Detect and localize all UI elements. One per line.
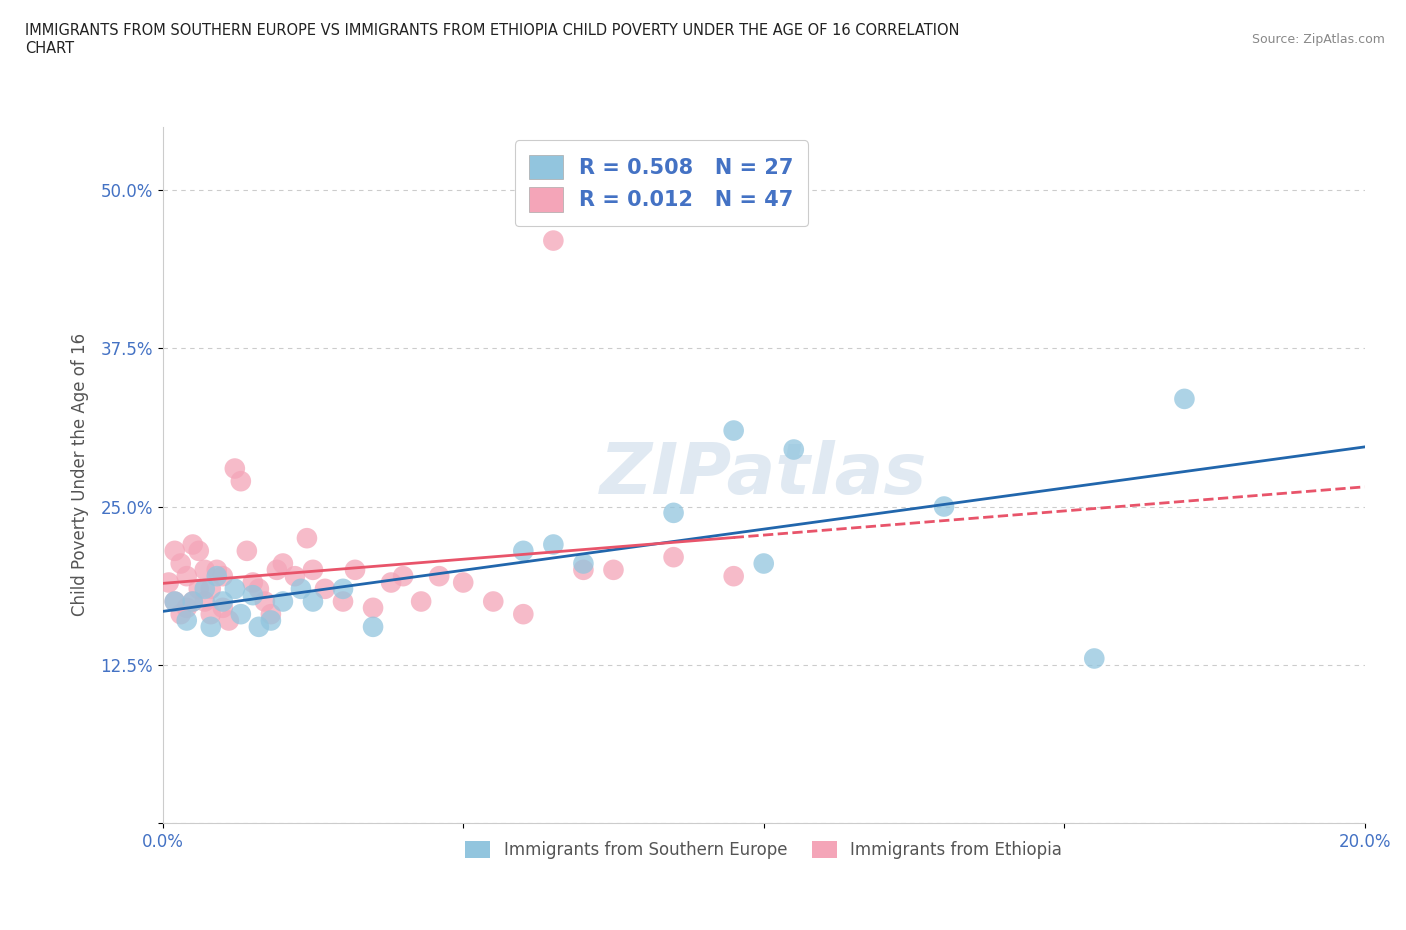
Point	[194, 594, 217, 609]
Point	[361, 601, 384, 616]
Point	[242, 575, 264, 590]
Point	[200, 581, 222, 596]
Point	[205, 569, 228, 584]
Point	[512, 543, 534, 558]
Point	[260, 613, 283, 628]
Point	[229, 606, 252, 621]
Point	[1173, 392, 1195, 406]
Point	[163, 594, 186, 609]
Point	[344, 563, 367, 578]
Point	[181, 594, 204, 609]
Point	[163, 594, 186, 609]
Point	[932, 499, 955, 514]
Point	[332, 594, 354, 609]
Y-axis label: Child Poverty Under the Age of 16: Child Poverty Under the Age of 16	[72, 333, 89, 617]
Point	[176, 569, 198, 584]
Point	[200, 619, 222, 634]
Point	[194, 581, 217, 596]
Point	[194, 563, 217, 578]
Point	[572, 556, 595, 571]
Point	[512, 606, 534, 621]
Point	[224, 581, 246, 596]
Legend: Immigrants from Southern Europe, Immigrants from Ethiopia: Immigrants from Southern Europe, Immigra…	[457, 832, 1070, 867]
Point	[572, 563, 595, 578]
Point	[187, 543, 209, 558]
Point	[170, 556, 193, 571]
Point	[411, 594, 433, 609]
Point	[247, 581, 270, 596]
Point	[451, 575, 474, 590]
Point	[543, 538, 565, 552]
Point	[361, 619, 384, 634]
Point	[295, 531, 318, 546]
Point	[211, 569, 233, 584]
Text: IMMIGRANTS FROM SOUTHERN EUROPE VS IMMIGRANTS FROM ETHIOPIA CHILD POVERTY UNDER : IMMIGRANTS FROM SOUTHERN EUROPE VS IMMIG…	[25, 23, 960, 56]
Point	[211, 601, 233, 616]
Text: Source: ZipAtlas.com: Source: ZipAtlas.com	[1251, 33, 1385, 46]
Point	[302, 594, 325, 609]
Point	[266, 563, 288, 578]
Point	[392, 569, 415, 584]
Point	[271, 556, 294, 571]
Point	[157, 575, 180, 590]
Point	[602, 563, 624, 578]
Point	[427, 569, 450, 584]
Point	[482, 594, 505, 609]
Point	[176, 613, 198, 628]
Point	[543, 233, 565, 248]
Text: ZIPatlas: ZIPatlas	[600, 441, 928, 510]
Point	[218, 613, 240, 628]
Point	[229, 473, 252, 488]
Point	[662, 550, 685, 565]
Point	[260, 606, 283, 621]
Point	[211, 594, 233, 609]
Point	[170, 606, 193, 621]
Point	[662, 505, 685, 520]
Point	[783, 442, 806, 457]
Point	[247, 619, 270, 634]
Point	[314, 581, 336, 596]
Point	[284, 569, 307, 584]
Point	[290, 581, 312, 596]
Point	[181, 538, 204, 552]
Point	[181, 594, 204, 609]
Point	[236, 543, 259, 558]
Point	[253, 594, 276, 609]
Point	[200, 606, 222, 621]
Point	[752, 556, 775, 571]
Point	[1083, 651, 1105, 666]
Point	[380, 575, 402, 590]
Point	[205, 563, 228, 578]
Point	[187, 581, 209, 596]
Point	[242, 588, 264, 603]
Point	[332, 581, 354, 596]
Point	[723, 423, 745, 438]
Point	[302, 563, 325, 578]
Point	[723, 569, 745, 584]
Point	[224, 461, 246, 476]
Point	[271, 594, 294, 609]
Point	[163, 543, 186, 558]
Point	[176, 601, 198, 616]
